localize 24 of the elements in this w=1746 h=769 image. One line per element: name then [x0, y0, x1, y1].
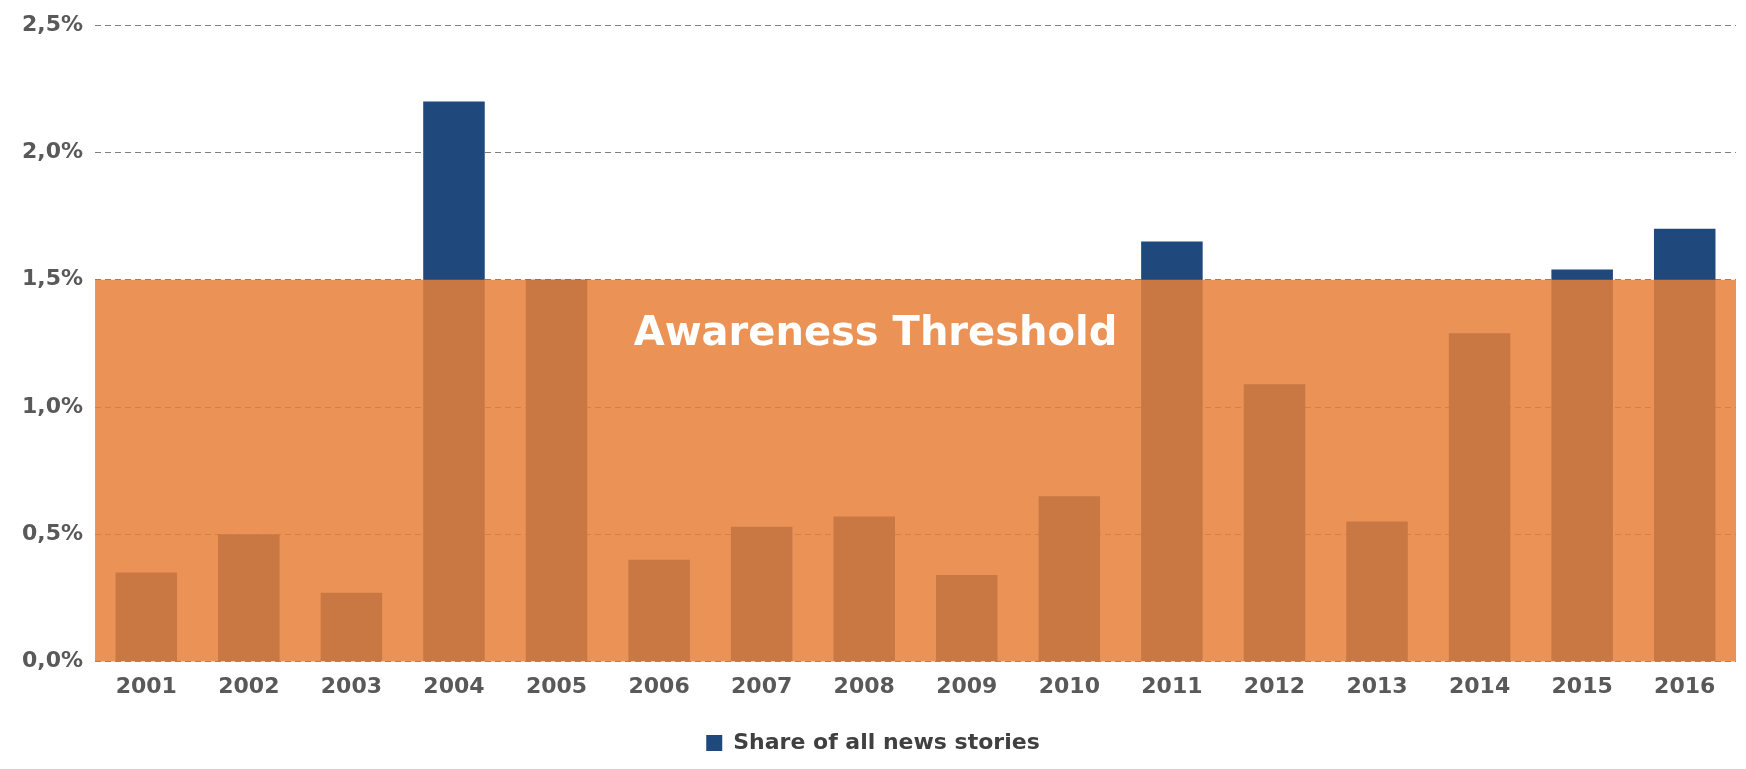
- y-tick-label: 2,0%: [22, 138, 84, 164]
- y-tick-label: 1,5%: [22, 265, 84, 291]
- x-tick-label: 2013: [1346, 672, 1408, 698]
- x-tick-label: 2010: [1038, 672, 1100, 698]
- x-tick-label: 2015: [1551, 672, 1613, 698]
- x-tick-label: 2011: [1141, 672, 1203, 698]
- y-tick-label: 0,5%: [22, 520, 84, 546]
- x-tick-label: 2003: [320, 672, 383, 698]
- x-tick-label: 2009: [936, 672, 998, 698]
- y-tick-label: 1,0%: [22, 392, 84, 418]
- x-tick-label: 2014: [1448, 672, 1511, 698]
- x-tick-label: 2004: [423, 672, 485, 698]
- x-tick-label: 2005: [525, 672, 588, 698]
- x-tick-label: 2016: [1654, 672, 1716, 698]
- y-tick-label: 0,0%: [22, 647, 84, 673]
- y-tick-label: 2,5%: [22, 10, 84, 36]
- x-tick-label: 2001: [115, 672, 177, 698]
- x-tick-label: 2008: [833, 672, 895, 698]
- x-tick-label: 2006: [628, 672, 690, 698]
- x-tick-label: 2007: [731, 672, 793, 698]
- x-tick-label: 2012: [1243, 672, 1306, 698]
- band-label: Awareness Threshold: [633, 308, 1118, 355]
- x-tick-label: 2002: [218, 672, 280, 698]
- legend-label: Share of all news stories: [733, 728, 1040, 754]
